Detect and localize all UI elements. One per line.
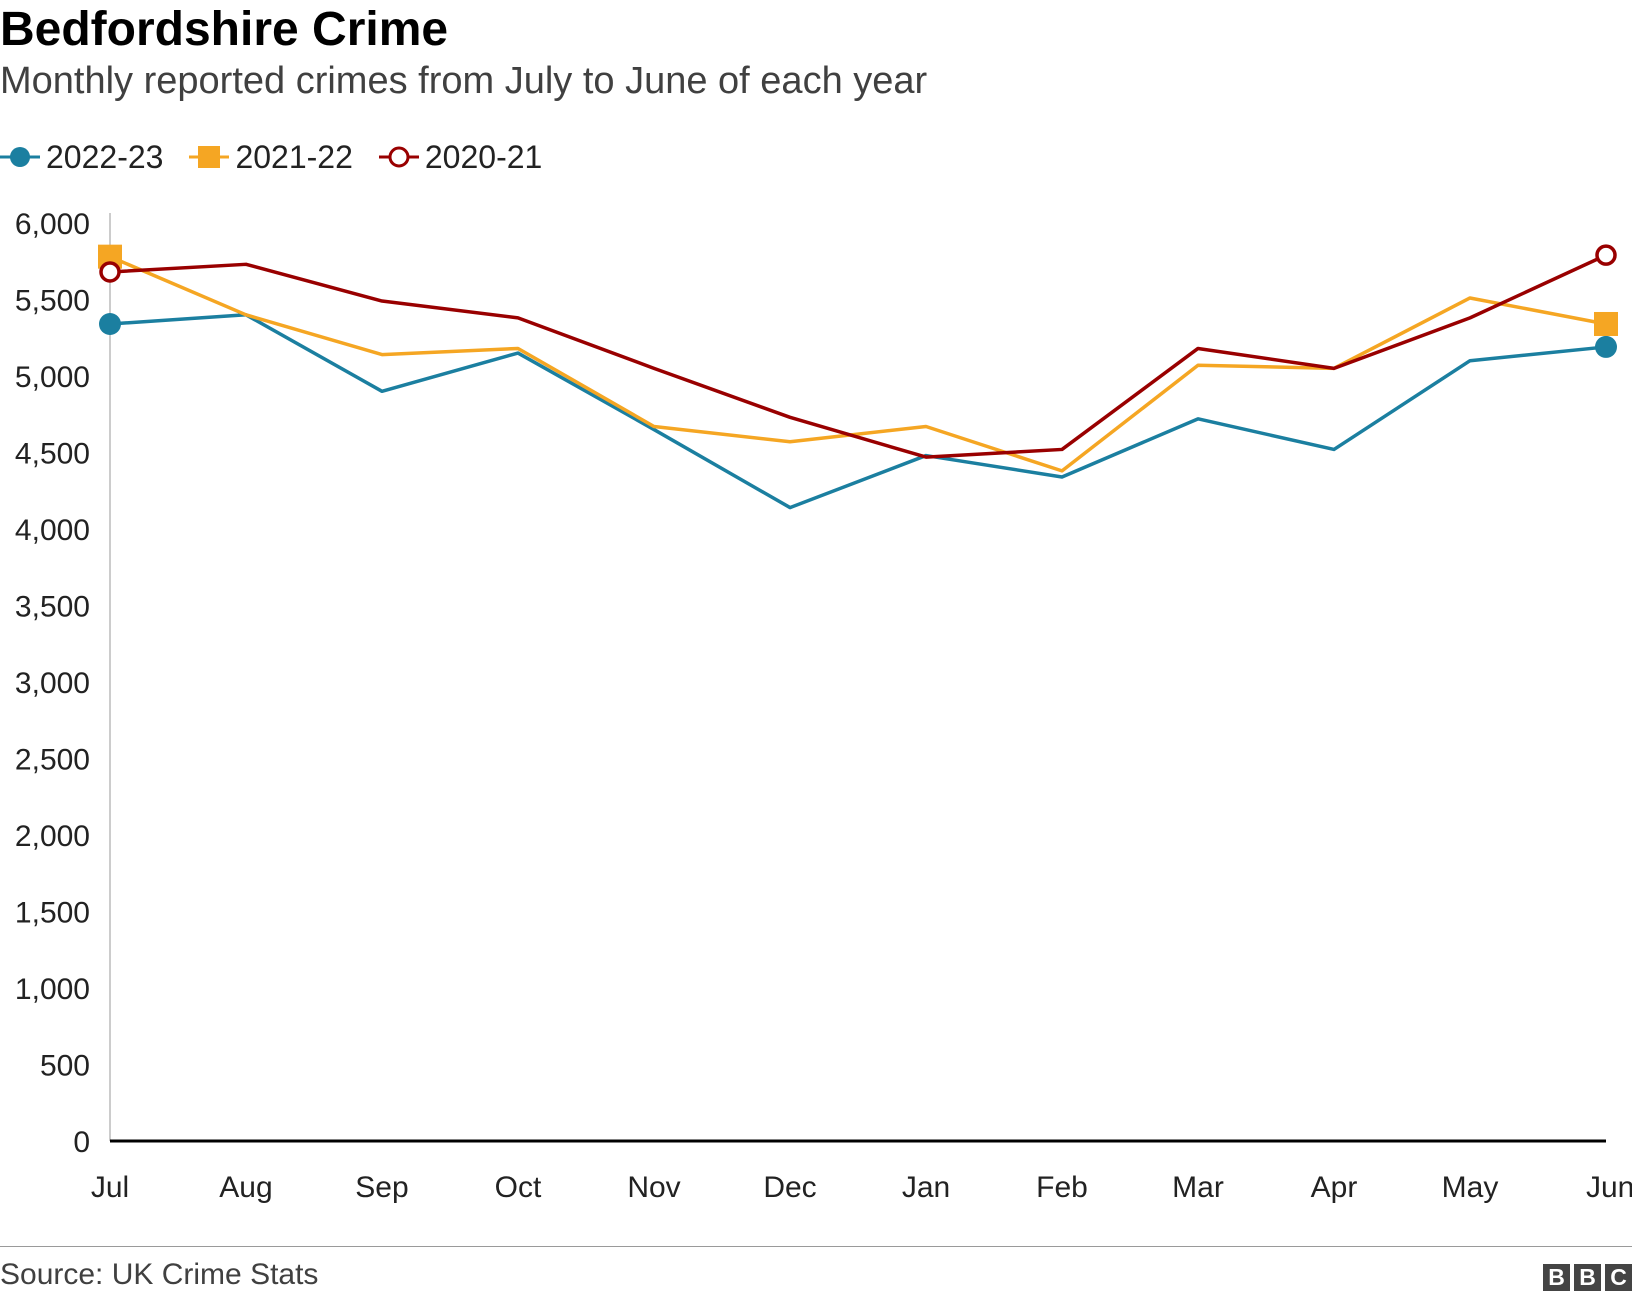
legend-item-2021-22: 2021-22 [189,138,353,176]
footer-divider [0,1246,1632,1247]
x-tick-label: Nov [627,1171,680,1204]
x-tick-label: Apr [1311,1171,1358,1204]
legend-marker-square-icon [189,146,230,168]
x-tick-label: Oct [495,1171,542,1204]
line-chart: 0 500 1,000 1,500 2,000 2,500 3,000 3,500 4,000 4… [15,208,1632,1204]
x-tick-label: Jul [91,1171,129,1204]
y-tick-label: 4,000 [15,514,90,547]
y-tick-label: 3,500 [15,591,90,624]
y-tick-label: 2,000 [15,820,90,853]
bbc-logo-letter: B [1574,1264,1601,1291]
source-note: Source: UK Crime Stats [0,1258,319,1291]
bbc-logo: B B C [1539,1264,1632,1291]
y-tick-label: 6,000 [15,208,90,241]
x-tick-label: Dec [763,1171,816,1204]
x-tick-label: Feb [1036,1171,1088,1204]
legend-label: 2020-21 [424,138,543,175]
y-tick-label: 500 [40,1050,90,1083]
x-tick-label: Jan [902,1171,950,1204]
data-point-marker [99,312,121,335]
legend-label: 2021-22 [235,138,353,175]
series-line-2021-22 [109,255,1607,473]
data-point-marker [1595,244,1617,266]
y-tick-label: 1,000 [15,973,90,1006]
y-tick-label: 4,500 [15,438,90,471]
y-tick-label: 0 [73,1126,90,1159]
bbc-logo-letter: B [1543,1264,1570,1291]
legend-label: 2022-23 [46,138,164,175]
x-tick-label: Sep [355,1171,408,1204]
chart-subtitle: Monthly reported crimes from July to Jun… [0,60,928,102]
bbc-logo-letter: C [1605,1264,1632,1291]
legend-marker-circle-icon [0,147,40,167]
x-tick-label: Mar [1172,1171,1224,1204]
legend-item-2020-21: 2020-21 [378,138,543,176]
legend-item-2022-23: 2022-23 [0,139,163,176]
series-line-2020-21 [109,253,1607,459]
chart-legend: 2022-23 2021-22 2020-21 [0,132,568,182]
chart-title: Bedfordshire Crime [0,3,449,56]
y-tick-label: 5,000 [15,361,90,394]
y-tick-label: 5,500 [15,285,90,318]
x-tick-label: Aug [219,1171,272,1204]
data-point-marker [99,261,121,283]
y-tick-label: 3,000 [15,667,90,700]
data-point-marker [1595,335,1617,358]
legend-marker-hollow-circle-icon [378,146,419,168]
data-point-marker [1594,311,1618,336]
y-tick-label: 2,500 [15,744,90,777]
x-tick-label: May [1442,1171,1499,1204]
series-line-2022-23 [109,313,1607,510]
y-tick-label: 1,500 [15,897,90,930]
x-tick-label: Jun [1586,1171,1632,1204]
